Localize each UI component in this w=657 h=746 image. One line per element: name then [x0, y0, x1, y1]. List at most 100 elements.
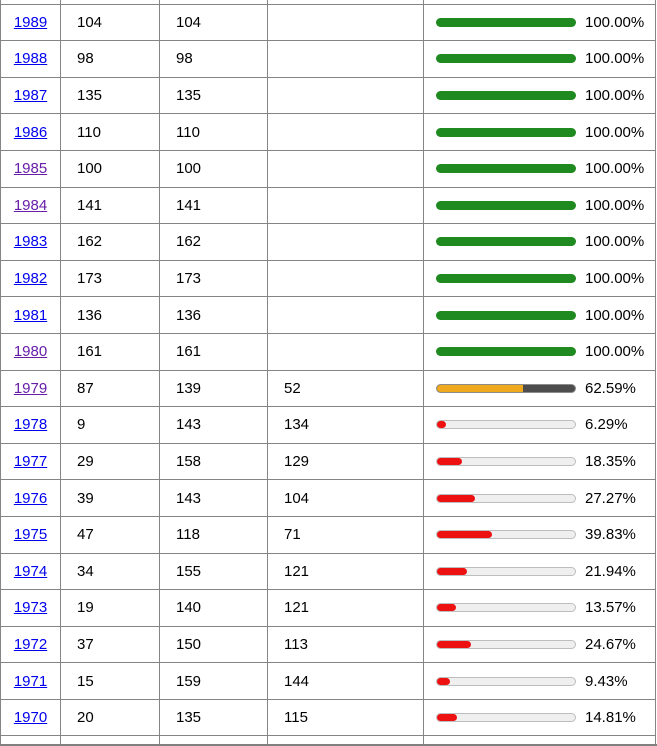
value-cell-1: 29	[60, 442, 160, 481]
table-row: 1980 161 161 100.00%	[0, 332, 656, 371]
value-cell-2: 150	[159, 625, 268, 664]
value-cell-2: 155	[159, 552, 268, 591]
progress-percent: 39.83%	[585, 526, 636, 544]
progress-percent: 13.57%	[585, 599, 636, 617]
year-link[interactable]: 1988	[13, 50, 48, 68]
progress-fill	[437, 421, 446, 429]
value-cell-3	[267, 296, 424, 334]
progress-fill	[437, 531, 492, 539]
value-cell-3	[267, 186, 424, 225]
progress-percent: 100.00%	[585, 306, 645, 324]
year-cell: 1979	[0, 369, 61, 408]
value-cell-2: 136	[159, 296, 268, 334]
progress-cell: 100.00%	[423, 149, 656, 188]
value-cell-3	[267, 76, 424, 115]
year-link[interactable]: 1970	[13, 709, 48, 727]
year-link[interactable]: 1977	[13, 453, 48, 471]
year-link[interactable]: 1985	[13, 160, 48, 178]
progress-bar	[436, 676, 576, 686]
progress-bar	[436, 164, 576, 174]
progress-cell: 100.00%	[423, 296, 656, 334]
value-cell-1: 37	[60, 625, 160, 664]
year-link[interactable]: 1986	[13, 123, 48, 141]
value-cell-1: 98	[60, 40, 160, 78]
progress-percent: 100.00%	[585, 13, 645, 31]
table-row: 1973 19 140 121 13.57%	[0, 589, 656, 627]
table-row: 1986 110 110 100.00%	[0, 113, 656, 151]
value-cell-2: 159	[159, 662, 268, 700]
year-cell: 1987	[0, 76, 61, 115]
year-link[interactable]: 1976	[13, 489, 48, 507]
partial-row-bottom	[0, 735, 656, 746]
table-row: 1972 37 150 113 24.67%	[0, 625, 656, 664]
progress-bar	[436, 530, 576, 540]
progress-cell: 100.00%	[423, 186, 656, 225]
year-link[interactable]: 1982	[13, 270, 48, 288]
value-cell-1: 110	[60, 113, 160, 151]
year-link[interactable]: 1987	[13, 87, 48, 105]
year-link[interactable]: 1978	[13, 416, 48, 434]
year-link[interactable]: 1989	[13, 13, 48, 31]
value-cell-2: 139	[159, 369, 268, 408]
year-cell: 1970	[0, 698, 61, 737]
progress-cell: 100.00%	[423, 332, 656, 371]
year-cell: 1986	[0, 113, 61, 151]
progress-cell: 21.94%	[423, 552, 656, 591]
progress-bar	[436, 91, 576, 101]
value-cell-2: 118	[159, 515, 268, 554]
value-cell-1: 141	[60, 186, 160, 225]
progress-bar	[436, 310, 576, 320]
year-link[interactable]: 1980	[13, 343, 48, 361]
table-row: 1977 29 158 129 18.35%	[0, 442, 656, 481]
progress-cell: 100.00%	[423, 3, 656, 42]
progress-cell: 9.43%	[423, 662, 656, 700]
year-cell: 1983	[0, 223, 61, 261]
value-cell-2: 104	[159, 3, 268, 42]
value-cell-3	[267, 40, 424, 78]
progress-bar	[436, 603, 576, 613]
progress-fill	[437, 604, 456, 612]
year-link[interactable]: 1983	[13, 233, 48, 251]
empty-cell	[423, 735, 656, 746]
table-row: 1970 20 135 115 14.81%	[0, 698, 656, 737]
year-cell: 1971	[0, 662, 61, 700]
progress-cell: 27.27%	[423, 479, 656, 517]
value-cell-2: 143	[159, 406, 268, 444]
table-row: 1979 87 139 52 62.59%	[0, 369, 656, 408]
progress-cell: 13.57%	[423, 589, 656, 627]
year-link[interactable]: 1979	[13, 379, 48, 397]
progress-cell: 100.00%	[423, 76, 656, 115]
year-link[interactable]: 1974	[13, 562, 48, 580]
progress-percent: 27.27%	[585, 489, 636, 507]
year-link[interactable]: 1972	[13, 635, 48, 653]
progress-percent: 100.00%	[585, 196, 645, 214]
year-link[interactable]: 1971	[13, 672, 48, 690]
value-cell-3: 113	[267, 625, 424, 664]
year-link[interactable]: 1984	[13, 196, 48, 214]
year-cell: 1989	[0, 3, 61, 42]
table-row: 1974 34 155 121 21.94%	[0, 552, 656, 591]
value-cell-2: 162	[159, 223, 268, 261]
progress-bar	[436, 200, 576, 210]
year-cell: 1977	[0, 442, 61, 481]
table-row: 1981 136 136 100.00%	[0, 296, 656, 334]
value-cell-3: 121	[267, 589, 424, 627]
value-cell-3: 52	[267, 369, 424, 408]
value-cell-3: 144	[267, 662, 424, 700]
progress-percent: 100.00%	[585, 270, 645, 288]
value-cell-1: 100	[60, 149, 160, 188]
year-cell: 1980	[0, 332, 61, 371]
year-link[interactable]: 1975	[13, 526, 48, 544]
progress-percent: 14.81%	[585, 709, 636, 727]
year-cell: 1976	[0, 479, 61, 517]
value-cell-3	[267, 149, 424, 188]
progress-percent: 100.00%	[585, 87, 645, 105]
progress-fill	[437, 714, 458, 722]
year-link[interactable]: 1973	[13, 599, 48, 617]
year-cell: 1984	[0, 186, 61, 225]
bottom-divider	[0, 744, 657, 746]
value-cell-2: 158	[159, 442, 268, 481]
value-cell-3: 134	[267, 406, 424, 444]
year-link[interactable]: 1981	[13, 306, 48, 324]
progress-cell: 39.83%	[423, 515, 656, 554]
